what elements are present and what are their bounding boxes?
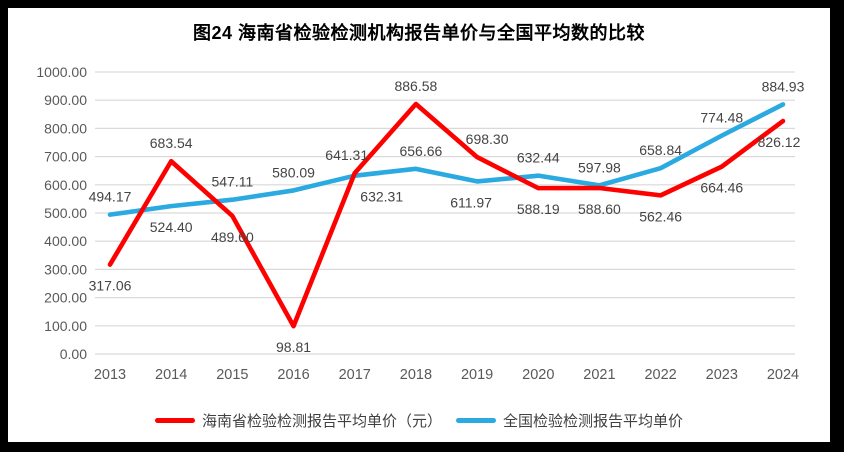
x-tick-label: 2017 — [339, 367, 371, 383]
x-tick-label: 2023 — [706, 367, 738, 383]
data-label-hainan: 664.46 — [700, 180, 743, 196]
data-label-national: 774.48 — [700, 110, 743, 126]
legend-line-swatch-hainan — [154, 417, 195, 423]
x-tick-label: 2016 — [277, 367, 309, 383]
x-tick-label: 2014 — [155, 367, 187, 383]
data-label-hainan: 562.46 — [639, 208, 682, 224]
chart-container: 图24 海南省检验检测机构报告单价与全国平均数的比较 0.00 100.00 200… — [8, 8, 830, 442]
y-tick-label: 600.00 — [44, 177, 87, 193]
data-label-national: 547.11 — [211, 174, 253, 190]
data-label-hainan: 98.81 — [276, 339, 311, 355]
data-label-national: 632.31 — [360, 189, 403, 205]
data-label-hainan: 317.06 — [89, 278, 132, 294]
data-label-national: 524.40 — [150, 219, 193, 235]
series-line-national — [107, 102, 786, 217]
data-label-national: 884.93 — [762, 78, 805, 94]
y-tick-label: 0.00 — [60, 346, 87, 362]
data-label-national: 494.17 — [89, 189, 132, 205]
chart-svg: 0.00 100.00 200.00 300.00 400.00 500.00 600.00… — [36, 64, 805, 383]
y-tick-label: 300.00 — [44, 261, 87, 277]
chart-title: 图24 海南省检验检测机构报告单价与全国平均数的比较 — [192, 23, 646, 43]
x-tick-label: 2021 — [583, 367, 615, 383]
y-tick-label: 700.00 — [44, 149, 87, 165]
data-label-national: 632.44 — [517, 150, 560, 166]
y-tick-label: 500.00 — [44, 205, 87, 221]
data-label-national: 656.66 — [399, 143, 442, 159]
data-label-hainan: 588.19 — [517, 201, 560, 217]
data-label-hainan: 683.54 — [150, 135, 193, 151]
y-tick-label: 1000.00 — [36, 64, 87, 80]
x-tick-label: 2013 — [94, 367, 126, 383]
data-label-hainan: 489.60 — [211, 229, 254, 245]
legend-label-national: 全国检验检测报告平均单价 — [503, 412, 684, 430]
data-label-national: 658.84 — [639, 142, 682, 158]
data-label-hainan: 641.31 — [325, 147, 368, 163]
y-tick-label: 100.00 — [44, 318, 87, 334]
data-label-hainan: 886.58 — [394, 78, 437, 94]
x-tick-label: 2015 — [216, 367, 248, 383]
data-label-national: 580.09 — [272, 164, 315, 180]
chart-legend: 海南省检验检测报告平均单价（元） 全国检验检测报告平均单价 — [8, 409, 830, 431]
data-label-national: 597.98 — [578, 159, 621, 175]
data-label-hainan: 826.12 — [758, 134, 801, 150]
y-tick-label: 200.00 — [44, 290, 87, 306]
x-tick-label: 2019 — [461, 367, 493, 383]
series-line-hainan — [107, 101, 786, 329]
x-tick-label: 2022 — [644, 367, 676, 383]
x-tick-label: 2020 — [522, 367, 554, 383]
data-label-hainan: 698.30 — [466, 131, 509, 147]
data-label-national: 611.97 — [450, 194, 492, 210]
y-tick-label: 800.00 — [44, 120, 87, 136]
x-tick-label: 2024 — [767, 367, 799, 383]
legend-label-hainan: 海南省检验检测报告平均单价（元） — [201, 412, 442, 430]
y-tick-label: 900.00 — [44, 92, 87, 108]
data-label-hainan: 588.60 — [578, 201, 621, 217]
legend-line-swatch-national — [456, 417, 496, 423]
y-tick-label: 400.00 — [44, 233, 87, 249]
x-tick-label: 2018 — [400, 367, 432, 383]
legend-item-hainan: 海南省检验检测报告平均单价（元） — [154, 410, 442, 431]
legend-item-national: 全国检验检测报告平均单价 — [456, 410, 683, 431]
